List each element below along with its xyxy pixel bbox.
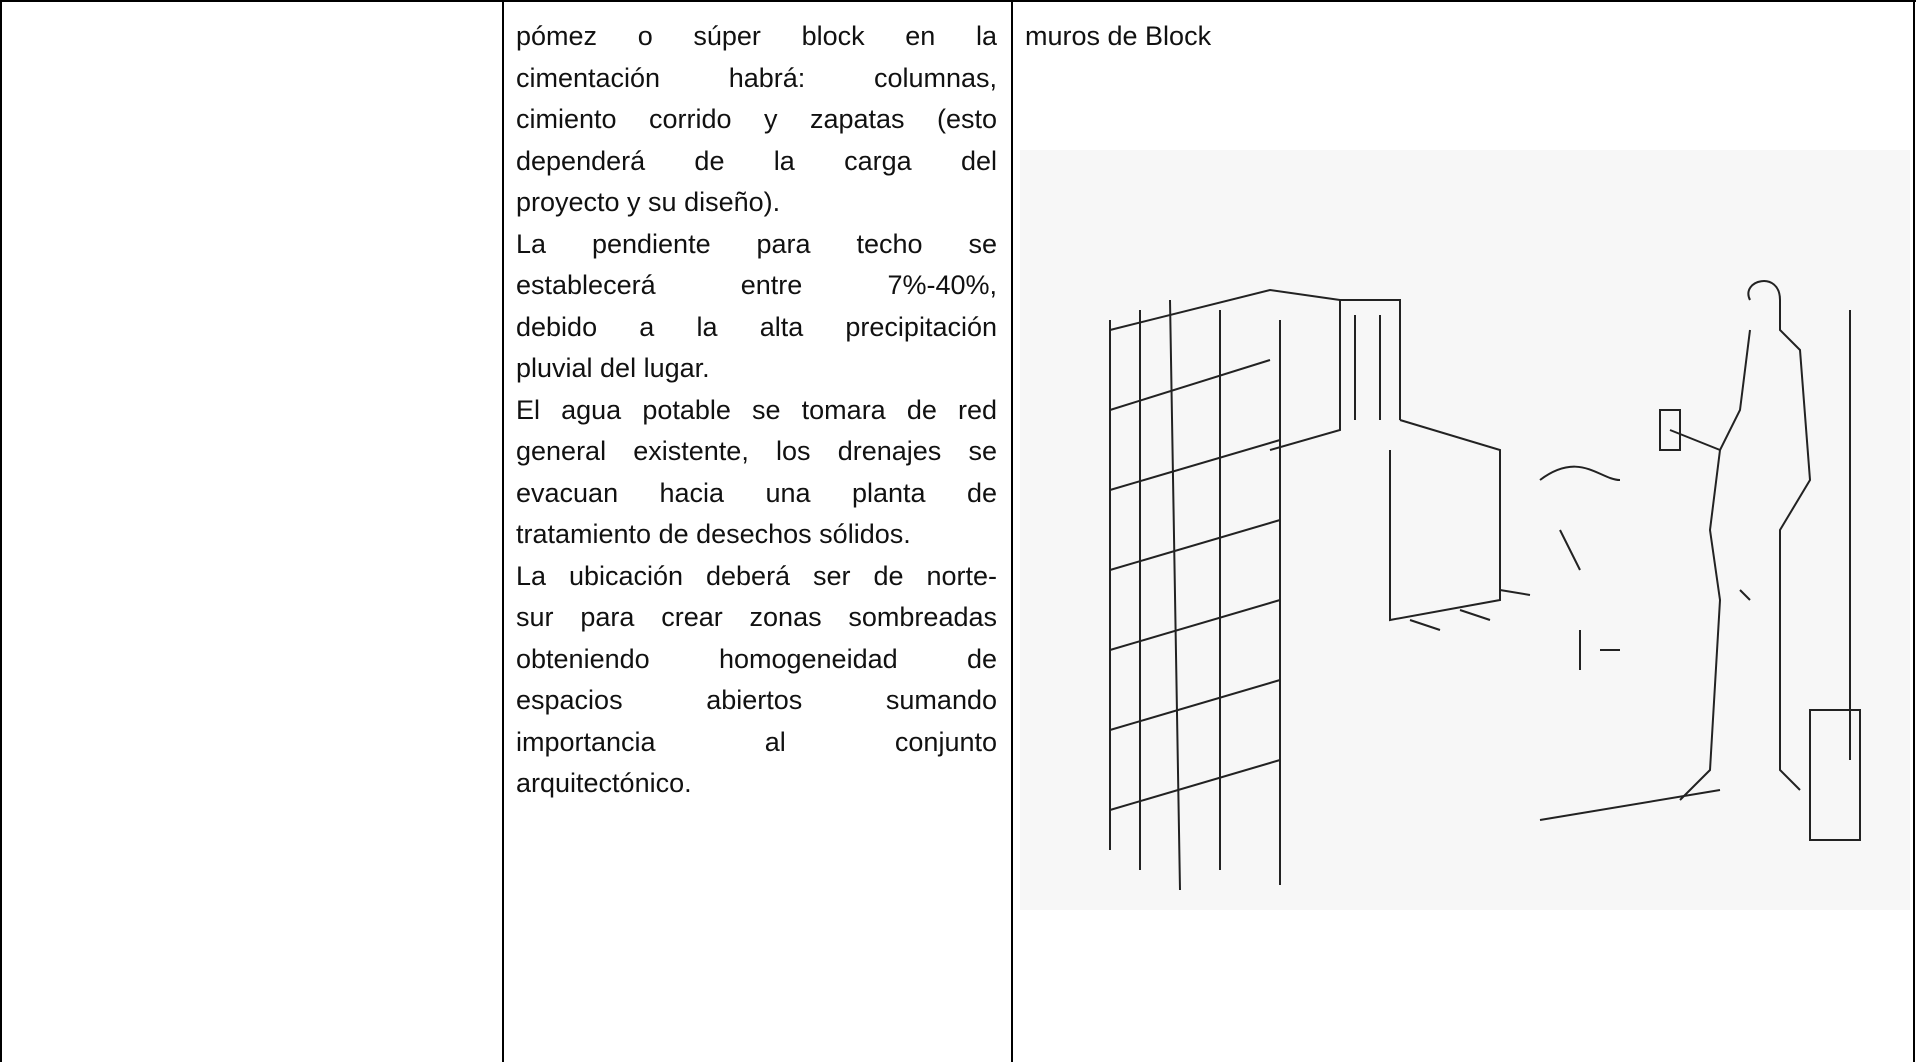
table-border xyxy=(502,0,504,1062)
text-line: proyecto y su diseño). xyxy=(516,187,781,217)
text-line: evacuan hacia una planta de xyxy=(516,477,997,508)
text-line: tratamiento de desechos sólidos. xyxy=(516,519,911,549)
text-line: establecerá entre 7%-40%, xyxy=(516,270,997,300)
text-line: debido a la alta precipitación xyxy=(516,311,997,342)
text-line: arquitectónico. xyxy=(516,768,692,798)
text-line: importancia al conjunto xyxy=(516,726,997,757)
table-border xyxy=(1011,0,1013,1062)
text-line: cimiento corrido y zapatas (esto xyxy=(516,104,997,134)
text-line: La pendiente para techo se xyxy=(516,228,997,259)
table-border xyxy=(0,0,2,1062)
text-line: obteniendo homogeneidad de xyxy=(516,643,997,674)
text-line: pómez o súper block en la xyxy=(516,21,997,51)
middle-cell: pómez o súper block en la cimentación hab… xyxy=(516,16,997,805)
block-wall-illustration xyxy=(1020,150,1910,910)
text-line: El agua potable se tomara de red xyxy=(516,394,997,425)
text-line: cimentación habrá: columnas, xyxy=(516,62,997,93)
table-border xyxy=(1913,0,1915,1062)
text-line: sur para crear zonas sombreadas xyxy=(516,602,997,632)
table-border xyxy=(0,0,1916,2)
caption: muros de Block xyxy=(1025,21,1212,51)
text-line: general existente, los drenajes se xyxy=(516,436,997,466)
text-line: espacios abiertos sumando xyxy=(516,685,997,715)
text-line: La ubicación deberá ser de norte- xyxy=(516,560,997,591)
text-line: dependerá de la carga del xyxy=(516,145,997,176)
text-line: pluvial del lugar. xyxy=(516,353,710,383)
